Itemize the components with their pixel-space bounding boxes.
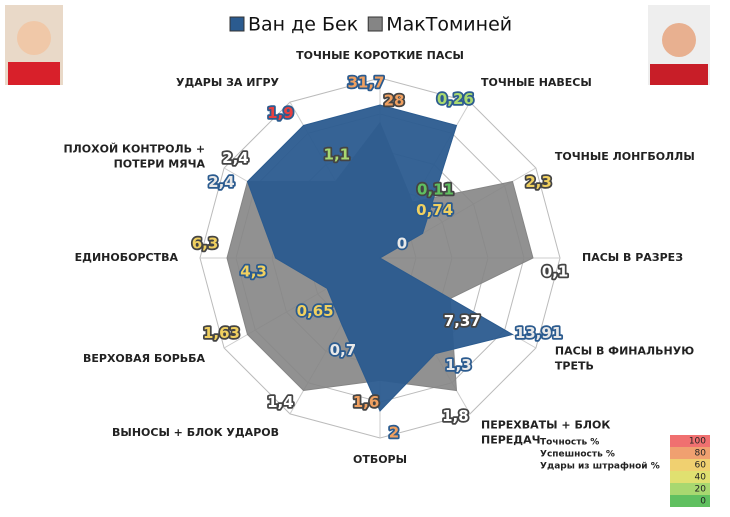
value-label: 0,7: [330, 341, 357, 359]
scale-label: Успешность %: [540, 450, 615, 460]
scale-tick: 20: [695, 485, 707, 495]
scale-tick: 100: [689, 437, 706, 447]
axis-label: ПЕРЕХВАТЫ + БЛОК: [481, 418, 610, 431]
scale-tick: 0: [700, 497, 706, 507]
value-label: 2,3: [525, 173, 552, 191]
value-label: 2: [389, 424, 399, 442]
value-label: 4,3: [240, 263, 267, 281]
value-label: 1,8: [442, 407, 469, 425]
player-face: [662, 23, 696, 57]
axis-label: ПАСЫ В РАЗРЕЗ: [582, 251, 683, 264]
value-label: 0,65: [297, 302, 334, 320]
axis-label: ЕДИНОБОРСТВА: [75, 251, 179, 264]
scale-swatch: [670, 447, 710, 459]
scale-tick: 60: [695, 461, 707, 471]
scale-swatch: [670, 495, 710, 507]
axis-label: ОТБОРЫ: [353, 453, 407, 466]
scale-label: Точность %: [540, 438, 599, 448]
axis-label: ВЕРХОВАЯ БОРЬБА: [83, 352, 206, 365]
value-label: 2,4: [208, 173, 235, 191]
player-face: [17, 21, 51, 55]
value-label: 1,63: [203, 324, 240, 342]
scale-swatch: [670, 459, 710, 471]
player-shirt: [8, 62, 60, 85]
value-label: 1,3: [445, 356, 472, 374]
value-label: 0: [397, 235, 407, 253]
scale-label: Удары из штрафной %: [540, 462, 660, 472]
legend-label: Ван де Бек: [248, 14, 358, 36]
value-label: 0,74: [416, 201, 453, 219]
value-label: 1,1: [324, 146, 351, 164]
value-label: 1,9: [267, 104, 294, 122]
scale-swatch: [670, 471, 710, 483]
axis-label: УДАРЫ ЗА ИГРУ: [176, 76, 280, 89]
axis-label: ПЕРЕДАЧ: [481, 433, 541, 446]
value-label: 1,6: [353, 393, 380, 411]
player-shirt: [650, 64, 708, 85]
value-label: 7,37: [444, 312, 481, 330]
axis-label: ТРЕТЬ: [555, 360, 594, 373]
scale-tick: 40: [695, 473, 707, 483]
value-label: 6,3: [192, 235, 219, 253]
axis-label: ТОЧНЫЕ ЛОНГБОЛЛЫ: [555, 150, 695, 163]
value-label: 13,91: [515, 324, 562, 342]
legend-swatch: [229, 16, 245, 32]
scale-tick: 80: [695, 449, 707, 459]
axis-label: ТОЧНЫЕ НАВЕСЫ: [481, 76, 592, 89]
scale-swatch: [670, 435, 710, 447]
axis-label: ТОЧНЫЕ КОРОТКИЕ ПАСЫ: [296, 49, 464, 62]
legend-swatch: [367, 16, 383, 32]
value-label: 0,26: [437, 90, 474, 108]
value-label: 1,4: [267, 393, 294, 411]
axis-label: ПЛОХОЙ КОНТРОЛЬ +: [63, 143, 205, 156]
value-label: 2,4: [222, 149, 249, 167]
value-label: 0,1: [542, 263, 569, 281]
value-label: 31,7: [347, 74, 384, 92]
scale-swatch: [670, 483, 710, 495]
axis-label: ВЫНОСЫ + БЛОК УДАРОВ: [112, 426, 279, 439]
value-label: 0,11: [417, 180, 454, 198]
axis-label: ПАСЫ В ФИНАЛЬНУЮ: [555, 345, 694, 358]
axis-label: ПОТЕРИ МЯЧА: [114, 158, 206, 171]
legend-label: МакТоминей: [386, 14, 512, 36]
value-label: 28: [384, 91, 405, 109]
series-area: [246, 104, 514, 412]
